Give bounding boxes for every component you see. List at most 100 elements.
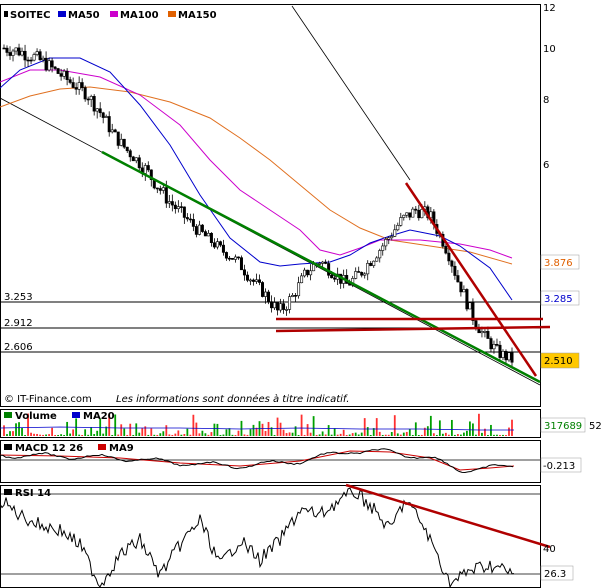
price-candle: [239, 255, 243, 271]
candle-body: [119, 138, 123, 146]
volume-bar: [66, 421, 69, 436]
volume-bar: [165, 425, 168, 436]
volume-bar: [499, 434, 501, 436]
price-candle: [254, 273, 258, 285]
candle-body: [348, 283, 352, 286]
candle-body: [381, 245, 385, 251]
price-candle: [230, 258, 234, 260]
candle-body: [318, 263, 322, 265]
price-candle: [128, 148, 132, 162]
price-candle: [194, 224, 198, 238]
volume-bar: [15, 423, 17, 436]
volume-bar: [429, 415, 432, 436]
candle-body: [402, 214, 406, 218]
candle-body: [333, 277, 337, 280]
candle-body: [26, 59, 30, 62]
price-candle: [381, 242, 385, 256]
candle-body: [291, 295, 295, 297]
price-candle: [366, 260, 370, 281]
price-candle: [483, 329, 487, 338]
candle-body: [230, 258, 234, 260]
price-candle: [264, 288, 268, 304]
volume-bar: [315, 434, 318, 436]
candle-body: [239, 257, 243, 271]
candle-body: [242, 269, 246, 276]
price-candle: [38, 49, 42, 61]
candle-body: [447, 252, 451, 262]
candle-body: [456, 275, 460, 283]
price-candle: [279, 298, 283, 313]
volume-bar: [201, 430, 204, 436]
macd-value-box: [540, 457, 582, 473]
candle-body: [324, 261, 328, 264]
candle-body: [200, 224, 204, 232]
price-candle: [116, 131, 120, 149]
volume-bar: [69, 433, 72, 436]
candle-body: [474, 320, 478, 328]
candle-body: [194, 226, 198, 235]
price-candle: [41, 55, 45, 63]
price-candle: [498, 340, 502, 360]
price-candle: [215, 238, 219, 250]
price-candle: [453, 261, 457, 280]
volume-bar: [174, 433, 177, 436]
candle-body: [176, 206, 180, 210]
candle-body: [77, 82, 81, 90]
legend-label-macd: MACD 12 26: [15, 443, 83, 454]
volume-bar: [219, 434, 222, 436]
candle-body: [38, 51, 42, 61]
price-candle: [98, 102, 102, 118]
volume-bar: [138, 432, 141, 436]
candle-body: [203, 231, 207, 237]
candle-body: [218, 241, 222, 246]
candle-body: [110, 129, 114, 133]
candle-body: [17, 47, 21, 56]
price-candle: [35, 48, 39, 57]
ma50-value-box: [540, 290, 580, 306]
volume-bar: [177, 430, 180, 436]
volume-bar: [18, 422, 20, 436]
volume-bar: [117, 434, 120, 436]
volume-bar: [288, 432, 291, 436]
volume-bar: [147, 434, 150, 436]
volume-bar: [490, 424, 492, 436]
volume-bar: [105, 426, 108, 436]
volume-bar: [171, 434, 174, 436]
candle-body: [444, 246, 448, 254]
level-label-2606: 2.606: [4, 342, 33, 353]
candle-body: [264, 291, 268, 297]
volume-bar: [255, 427, 258, 436]
candle-body: [450, 260, 454, 267]
candle-body: [417, 209, 421, 219]
price-candle: [203, 229, 207, 237]
footer-copyright: © IT-Finance.com: [4, 394, 92, 405]
candle-body: [8, 52, 12, 56]
price-candle: [354, 267, 358, 280]
volume-bar: [111, 434, 114, 436]
price-candle: [456, 269, 460, 283]
rsi-value-box: [540, 565, 574, 581]
volume-panel: Volume MA20 317689 52: [0, 409, 602, 438]
candle-body: [378, 250, 382, 259]
price-candle: [447, 247, 451, 266]
legend-label-ma9: MA9: [109, 443, 134, 454]
legend-label-ma20: MA20: [83, 411, 115, 422]
candle-body: [158, 188, 162, 191]
candle-body: [188, 218, 192, 221]
candle-body: [74, 87, 78, 90]
price-candle: [122, 138, 126, 149]
candle-body: [71, 82, 75, 88]
price-candle: [242, 264, 246, 281]
price-candle: [146, 161, 150, 173]
volume-bar: [285, 433, 288, 436]
candle-body: [89, 96, 93, 100]
volume-bar: [126, 434, 129, 436]
volume-bar: [135, 423, 138, 436]
ma50-value-label: 3.285: [544, 294, 573, 305]
candle-body: [83, 87, 87, 100]
candle-body: [125, 146, 129, 152]
y-tick-8: 8: [543, 95, 549, 106]
volume-bar: [114, 414, 117, 436]
price-panel: 3.253 2.912 2.606 SOITEC MA50 MA100 MA15…: [0, 4, 551, 407]
